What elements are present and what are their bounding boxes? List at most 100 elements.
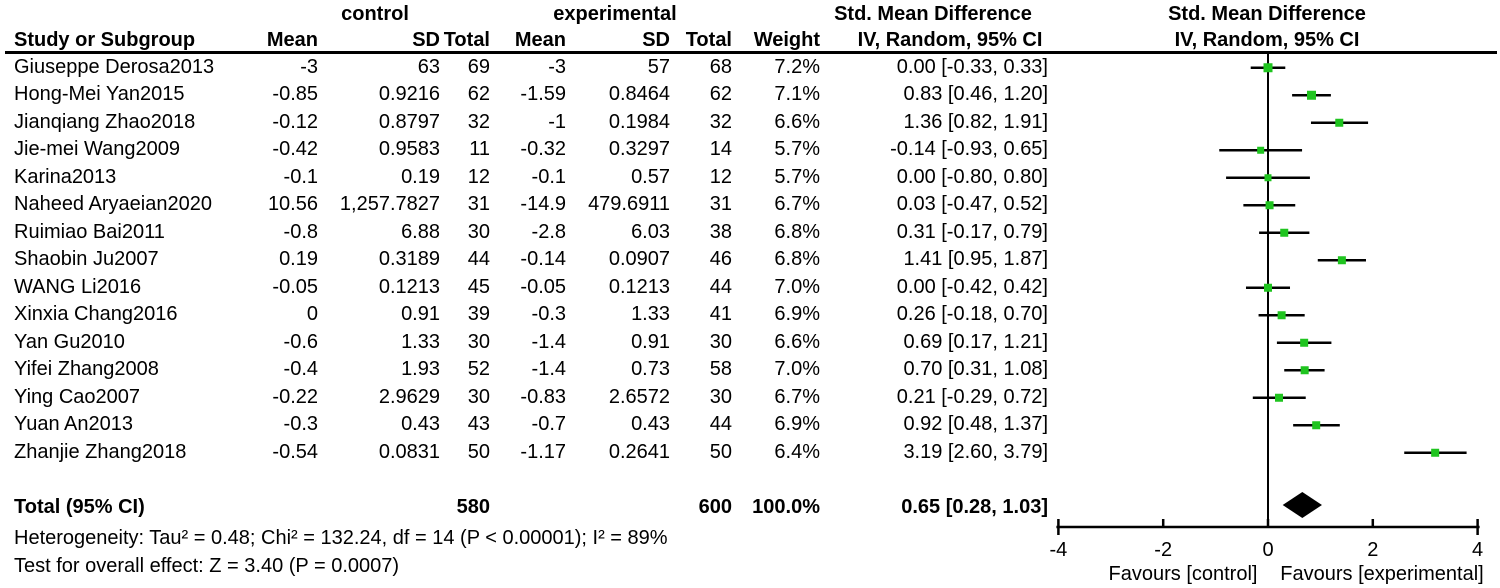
- study-name: Jianqiang Zhao2018: [14, 110, 196, 133]
- experimental-mean: -0.1: [531, 165, 566, 188]
- ci-text: 0.92 [0.48, 1.37]: [903, 413, 1048, 435]
- control-sd: 63: [417, 55, 440, 78]
- experimental-sd: 2.6572: [608, 385, 670, 408]
- ci-text: 0.69 [0.17, 1.21]: [903, 330, 1048, 353]
- weight-value: 6.7%: [774, 193, 820, 215]
- study-name: Xinxia Chang2016: [14, 303, 178, 325]
- control-sd: 0.19: [401, 165, 440, 188]
- favours-right-label: Favours [experimental]: [1280, 563, 1483, 585]
- control-total: 39: [467, 303, 490, 325]
- weight-value: 6.6%: [774, 110, 820, 133]
- weight-value: 6.8%: [774, 220, 820, 243]
- study-column-header: Study or Subgroup: [14, 29, 196, 51]
- experimental-total: 30: [709, 385, 732, 408]
- control-total: 32: [467, 110, 490, 133]
- experimental-mean: -0.05: [520, 275, 566, 298]
- experimental-mean-header: Mean: [514, 29, 566, 51]
- experimental-sd: 57: [647, 55, 670, 78]
- control-total: 30: [467, 330, 490, 353]
- tick-label: 0: [1262, 539, 1273, 561]
- control-total: 50: [467, 440, 490, 463]
- control-sd: 0.3189: [378, 248, 440, 270]
- ci-text: 0.03 [-0.47, 0.52]: [896, 193, 1048, 215]
- control-sd: 0.91: [401, 303, 440, 325]
- weight-value: 6.7%: [774, 385, 820, 408]
- control-total-header: Total: [443, 29, 490, 51]
- control-mean: -0.85: [272, 83, 318, 105]
- control-total: 11: [469, 138, 490, 160]
- experimental-mean: -0.3: [531, 303, 566, 325]
- weight-value: 6.8%: [774, 248, 820, 270]
- ci-text: 1.41 [0.95, 1.87]: [903, 248, 1048, 270]
- method-header-plot: IV, Random, 95% CI: [1174, 29, 1360, 51]
- total-weight: 100.0%: [752, 495, 820, 518]
- control-mean-header: Mean: [266, 29, 318, 51]
- experimental-mean: -1.4: [531, 358, 566, 380]
- ci-text: 0.21 [-0.29, 0.72]: [896, 385, 1048, 408]
- experimental-total: 32: [709, 110, 732, 133]
- experimental-mean: -1: [548, 110, 566, 133]
- control-mean: 0.19: [279, 248, 318, 270]
- experimental-sd: 1.33: [631, 303, 670, 325]
- control-mean: -0.4: [283, 358, 318, 380]
- effect-marker: [1264, 174, 1272, 182]
- control-sd: 0.0831: [378, 440, 440, 463]
- study-name: Zhanjie Zhang2018: [14, 440, 187, 463]
- experimental-total: 14: [709, 138, 732, 160]
- weight-header: Weight: [753, 29, 820, 51]
- control-mean: -0.22: [272, 385, 318, 408]
- effect-marker: [1300, 338, 1309, 347]
- experimental-total: 62: [709, 83, 732, 105]
- experimental-sd: 0.73: [631, 358, 670, 380]
- experimental-total: 68: [709, 55, 732, 78]
- effect-marker: [1280, 228, 1289, 237]
- experimental-total: 44: [709, 413, 732, 435]
- favours-left-label: Favours [control]: [1109, 563, 1258, 585]
- experimental-sd: 0.1984: [608, 110, 670, 133]
- ci-text: 0.83 [0.46, 1.20]: [903, 83, 1048, 105]
- effect-marker: [1335, 118, 1344, 127]
- weight-value: 7.2%: [774, 55, 820, 78]
- ci-text: 0.31 [-0.17, 0.79]: [896, 220, 1048, 243]
- experimental-sd: 6.03: [631, 220, 670, 243]
- experimental-total: 50: [709, 440, 732, 463]
- experimental-group-header: experimental: [553, 3, 677, 25]
- experimental-mean: -1.17: [520, 440, 566, 463]
- control-sd: 0.43: [401, 413, 440, 435]
- study-name: Shaobin Ju2007: [14, 248, 159, 270]
- experimental-total-header: Total: [685, 29, 732, 51]
- weight-value: 6.4%: [774, 440, 820, 463]
- weight-value: 6.9%: [774, 413, 820, 435]
- effect-header-plot: Std. Mean Difference: [1168, 3, 1366, 25]
- study-name: Hong-Mei Yan2015: [14, 83, 185, 105]
- control-sd: 6.88: [401, 220, 440, 243]
- control-total: 69: [467, 55, 490, 78]
- control-total: 45: [467, 275, 490, 298]
- ci-text: -0.14 [-0.93, 0.65]: [890, 138, 1048, 160]
- ci-text: 0.70 [0.31, 1.08]: [903, 358, 1048, 380]
- control-total: 30: [467, 220, 490, 243]
- experimental-total: 44: [709, 275, 732, 298]
- experimental-mean: -3: [548, 55, 566, 78]
- control-total: 31: [467, 193, 490, 215]
- tick-label: 2: [1367, 539, 1378, 561]
- effect-marker: [1300, 366, 1309, 375]
- experimental-total: 41: [709, 303, 732, 325]
- ci-text: 0.00 [-0.33, 0.33]: [896, 55, 1048, 78]
- control-total: 62: [467, 83, 490, 105]
- control-sd: 0.8797: [378, 110, 440, 133]
- experimental-sd: 0.0907: [608, 248, 670, 270]
- effect-marker: [1337, 256, 1346, 265]
- control-total: 44: [467, 248, 490, 270]
- control-mean: -0.05: [272, 275, 318, 298]
- tick-label: -4: [1050, 539, 1068, 561]
- control-mean: -0.3: [283, 413, 318, 435]
- study-name: WANG Li2016: [14, 275, 142, 298]
- experimental-mean: -0.14: [520, 248, 566, 270]
- effect-marker: [1265, 201, 1274, 210]
- experimental-sd: 0.43: [631, 413, 670, 435]
- ci-text: 3.19 [2.60, 3.79]: [903, 440, 1048, 463]
- weight-value: 5.7%: [774, 165, 820, 188]
- experimental-mean: -0.83: [520, 385, 566, 408]
